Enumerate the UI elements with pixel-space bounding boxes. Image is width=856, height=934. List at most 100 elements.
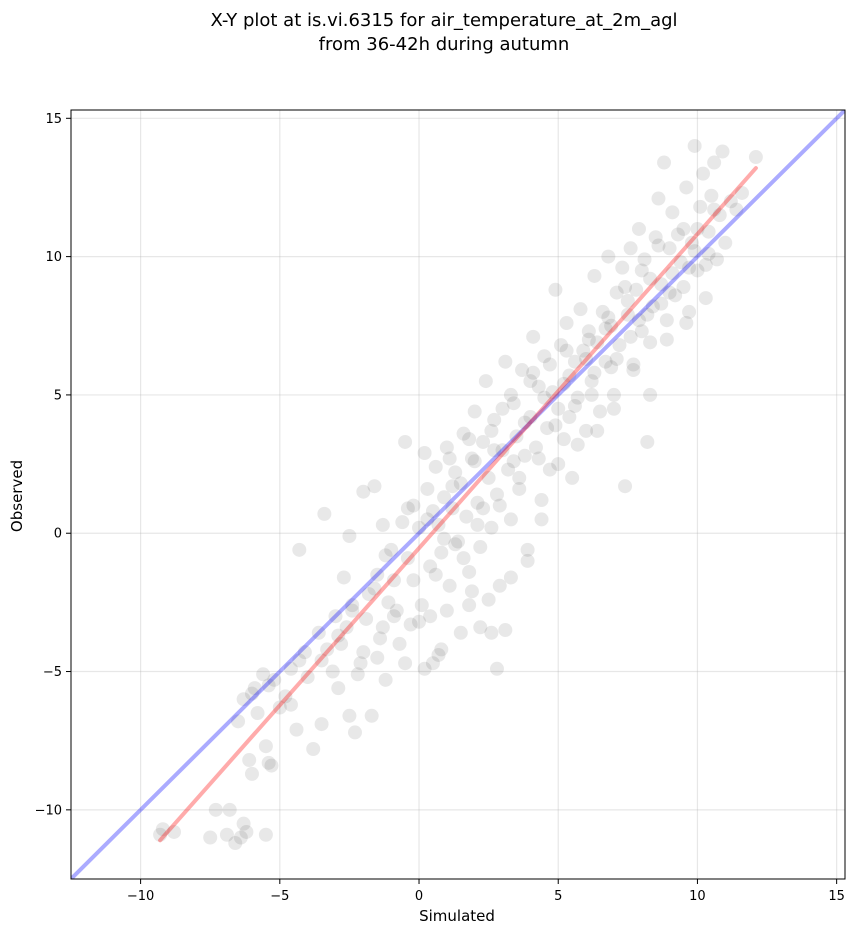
data-point (373, 631, 388, 646)
data-point (570, 437, 585, 452)
data-point (531, 451, 546, 466)
identity-line (71, 110, 845, 879)
data-point (548, 282, 563, 297)
data-point (567, 354, 582, 369)
data-point (473, 540, 488, 555)
data-point (620, 307, 635, 322)
plot-frame (70, 109, 846, 880)
data-point (696, 166, 711, 181)
data-point (412, 614, 427, 629)
data-point (495, 443, 510, 458)
data-point (648, 230, 663, 245)
data-point (709, 252, 724, 267)
data-point (581, 332, 596, 347)
data-point (643, 387, 658, 402)
x-tick-label: 0 (415, 889, 423, 904)
data-point (434, 642, 449, 657)
data-point (256, 667, 271, 682)
data-point (453, 625, 468, 640)
data-point (665, 266, 680, 281)
data-point (687, 244, 702, 259)
data-point (448, 465, 463, 480)
reference-lines (71, 110, 845, 879)
data-point (489, 487, 504, 502)
data-point (698, 257, 713, 272)
data-point (623, 241, 638, 256)
data-point (718, 235, 733, 250)
chart-title: X-Y plot at is.vi.6315 for air_temperatu… (210, 10, 677, 55)
data-point (545, 385, 560, 400)
data-point (576, 343, 591, 358)
fit-line (158, 166, 758, 843)
data-point (311, 625, 326, 640)
data-point (537, 390, 552, 405)
data-point (492, 498, 507, 513)
data-point (342, 528, 357, 543)
data-point (437, 490, 452, 505)
data-point (609, 285, 624, 300)
data-point (528, 440, 543, 455)
data-point (548, 418, 563, 433)
data-point (258, 827, 273, 842)
data-point (445, 479, 460, 494)
data-point (247, 681, 262, 696)
data-point (300, 670, 315, 685)
data-point (492, 578, 507, 593)
data-point (292, 542, 307, 557)
data-point (503, 512, 518, 527)
data-point (370, 567, 385, 582)
data-point (615, 260, 630, 275)
data-point (347, 725, 362, 740)
data-point (562, 368, 577, 383)
y-tick-label: −10 (35, 803, 62, 818)
data-point (236, 692, 251, 707)
data-point (459, 509, 474, 524)
data-point (595, 304, 610, 319)
data-point (601, 310, 616, 325)
data-point (506, 454, 521, 469)
data-point (470, 517, 485, 532)
data-point (712, 208, 727, 223)
data-point (609, 351, 624, 366)
data-point (445, 501, 460, 516)
data-point (654, 277, 669, 292)
data-point (297, 645, 312, 660)
data-point (670, 227, 685, 242)
data-point (498, 354, 513, 369)
data-point (425, 504, 440, 519)
x-tick-label: 5 (554, 889, 562, 904)
data-point (328, 609, 343, 624)
data-point (464, 451, 479, 466)
data-point (283, 661, 298, 676)
data-point (604, 360, 619, 375)
data-point (353, 656, 368, 671)
data-point (526, 329, 541, 344)
data-point (701, 224, 716, 239)
data-point (398, 434, 413, 449)
data-point (203, 830, 218, 845)
data-point (698, 291, 713, 306)
data-point (606, 387, 621, 402)
data-point (520, 553, 535, 568)
data-point (434, 545, 449, 560)
data-point (520, 542, 535, 557)
data-point (331, 628, 346, 643)
data-point (587, 268, 602, 283)
data-point (381, 595, 396, 610)
data-point (448, 537, 463, 552)
data-point (414, 598, 429, 613)
data-point (231, 714, 246, 729)
data-point (439, 440, 454, 455)
data-point (729, 202, 744, 217)
data-point (620, 293, 635, 308)
data-point (392, 636, 407, 651)
data-point (676, 221, 691, 236)
data-point (361, 587, 376, 602)
data-point (412, 520, 427, 535)
data-point (428, 459, 443, 474)
data-point (579, 351, 594, 366)
data-point (431, 517, 446, 532)
data-point (682, 260, 697, 275)
data-point (451, 534, 465, 549)
